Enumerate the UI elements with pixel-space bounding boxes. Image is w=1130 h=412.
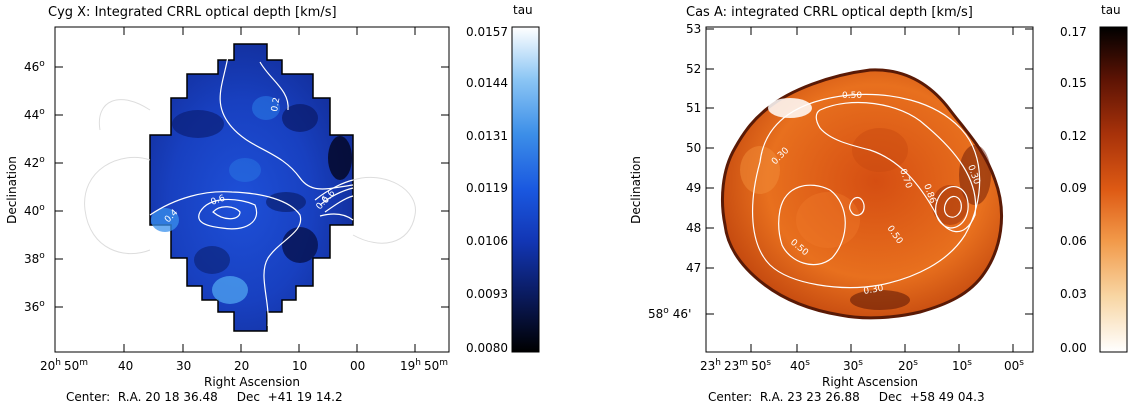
cygx-cbtick-1: 0.0144 [466, 76, 508, 90]
cygx-x-tick-labels: 20h 50m 40 30 20 10 00 19h 50m [40, 358, 448, 373]
casa-center-text: Center: R.A. 23 23 26.88 Dec +58 49 04.3 [708, 390, 985, 404]
cygx-cbtick-5: 0.0093 [466, 287, 508, 301]
cygx-xtick-00: 00 [350, 359, 365, 373]
casa-cbtick-1: 0.15 [1060, 76, 1087, 90]
cygx-ytick-38: 38o [24, 251, 45, 266]
cygx-colorbar-label: tau [513, 3, 533, 17]
casa-ytick-51: 51 [686, 101, 701, 115]
casa-ytick-47: 47 [686, 261, 701, 275]
cygx-colorbar [511, 26, 540, 353]
casa-ytick-52: 52 [686, 62, 701, 76]
casa-y-tick-labels: 53 52 51 50 49 48 47 58o 46' [648, 22, 701, 321]
cygx-cbtick-2: 0.0131 [466, 129, 508, 143]
cygx-ylabel: Declination [5, 156, 19, 224]
cygx-xlabel: Right Ascension [204, 375, 300, 389]
casa-cbtick-0: 0.17 [1060, 25, 1087, 39]
cygx-outer-contours [84, 99, 416, 255]
cygx-contour-label-1: 0.2 [270, 97, 282, 113]
casa-ytick-53: 53 [686, 22, 701, 36]
casa-colorbar-label: tau [1101, 3, 1121, 17]
cygx-xtick-1950: 19h 50m [400, 358, 448, 373]
cygx-cbtick-6: 0.0080 [466, 341, 508, 355]
cygx-ytick-46: 46o [24, 59, 45, 74]
casa-xlabel: Right Ascension [822, 375, 918, 389]
cygx-cbtick-4: 0.0106 [466, 234, 508, 248]
casa-contour-label-8: 0.30 [863, 284, 885, 297]
casa-ytick-50: 50 [686, 141, 701, 155]
cygx-ytick-40: 40o [24, 203, 45, 218]
cygx-colorbar-ticks: 0.0157 0.0144 0.0131 0.0119 0.0106 0.009… [466, 25, 508, 355]
cygx-map [149, 43, 354, 332]
cygx-xtick-2050: 20h 50m [40, 358, 88, 373]
casa-contour-label-1: 0.50 [842, 91, 862, 101]
casa-cbtick-3: 0.09 [1060, 181, 1087, 195]
casa-cbtick-5: 0.03 [1060, 287, 1087, 301]
casa-xtick-00s: 00s [1004, 358, 1024, 373]
cygx-ytick-36: 36o [24, 299, 45, 314]
cygx-contour-label-2: 0.6 [210, 193, 227, 207]
casa-plot-frame [705, 26, 1034, 353]
cygx-xtick-10: 10 [292, 359, 307, 373]
casa-colorbar [1099, 26, 1128, 353]
cygx-ytick-44: 44o [24, 107, 45, 122]
cygx-xtick-30: 30 [176, 359, 191, 373]
cygx-cbtick-3: 0.0119 [466, 181, 508, 195]
cygx-title: Cyg X: Integrated CRRL optical depth [km… [48, 5, 337, 20]
casa-panel: Cas A: integrated CRRL optical depth [km… [629, 3, 1128, 404]
casa-cbtick-4: 0.06 [1060, 234, 1087, 248]
casa-xtick-40s: 40s [790, 358, 810, 373]
casa-ytick-48: 48 [686, 221, 701, 235]
cygx-y-tick-labels: 46o 44o 42o 40o 38o 36o [24, 59, 45, 314]
cygx-xtick-20: 20 [234, 359, 249, 373]
cygx-cbtick-0: 0.0157 [466, 25, 508, 39]
casa-tick-marks [706, 27, 1033, 352]
casa-ytick-58-46: 58o 46' [648, 306, 691, 321]
casa-contours [752, 93, 981, 289]
cygx-map-patches [151, 96, 352, 304]
casa-cbtick-6: 0.00 [1060, 341, 1087, 355]
casa-title: Cas A: integrated CRRL optical depth [km… [686, 5, 973, 20]
cygx-xtick-40: 40 [118, 359, 133, 373]
casa-xtick-20s: 20s [898, 358, 918, 373]
cygx-contours [149, 43, 354, 327]
casa-cbtick-2: 0.12 [1060, 129, 1087, 143]
casa-xtick-10s: 10s [952, 358, 972, 373]
casa-ytick-49: 49 [686, 181, 701, 195]
cygx-center-text: Center: R.A. 20 18 36.48 Dec +41 19 14.2 [66, 390, 343, 404]
casa-colorbar-ticks: 0.17 0.15 0.12 0.09 0.06 0.03 0.00 [1060, 25, 1087, 355]
casa-x-tick-labels: 23h 23m 50s 40s 30s 20s 10s 00s [700, 358, 1024, 373]
cygx-tick-marks [54, 27, 449, 352]
cygx-panel: Cyg X: Integrated CRRL optical depth [km… [5, 3, 540, 404]
casa-xtick-2323: 23h 23m 50s [700, 358, 771, 373]
cygx-ytick-42: 42o [24, 155, 45, 170]
casa-xtick-30s: 30s [843, 358, 863, 373]
casa-map [720, 68, 1003, 320]
cygx-plot-frame [54, 26, 450, 353]
casa-ylabel: Declination [629, 156, 643, 224]
